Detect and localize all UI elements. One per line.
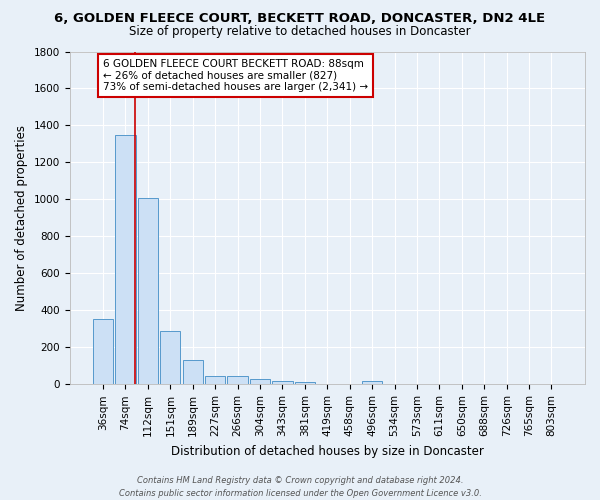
Bar	[227, 376, 248, 384]
Bar	[272, 381, 293, 384]
Bar	[205, 376, 225, 384]
Bar	[250, 379, 270, 384]
Bar	[115, 134, 136, 384]
Bar	[295, 382, 315, 384]
Bar	[160, 330, 181, 384]
Bar	[138, 198, 158, 384]
Y-axis label: Number of detached properties: Number of detached properties	[15, 125, 28, 311]
X-axis label: Distribution of detached houses by size in Doncaster: Distribution of detached houses by size …	[171, 444, 484, 458]
Text: 6, GOLDEN FLEECE COURT, BECKETT ROAD, DONCASTER, DN2 4LE: 6, GOLDEN FLEECE COURT, BECKETT ROAD, DO…	[55, 12, 545, 26]
Text: 6 GOLDEN FLEECE COURT BECKETT ROAD: 88sqm
← 26% of detached houses are smaller (: 6 GOLDEN FLEECE COURT BECKETT ROAD: 88sq…	[103, 59, 368, 92]
Text: Size of property relative to detached houses in Doncaster: Size of property relative to detached ho…	[129, 25, 471, 38]
Bar	[182, 360, 203, 384]
Text: Contains HM Land Registry data © Crown copyright and database right 2024.
Contai: Contains HM Land Registry data © Crown c…	[119, 476, 481, 498]
Bar	[362, 381, 382, 384]
Bar	[93, 318, 113, 384]
